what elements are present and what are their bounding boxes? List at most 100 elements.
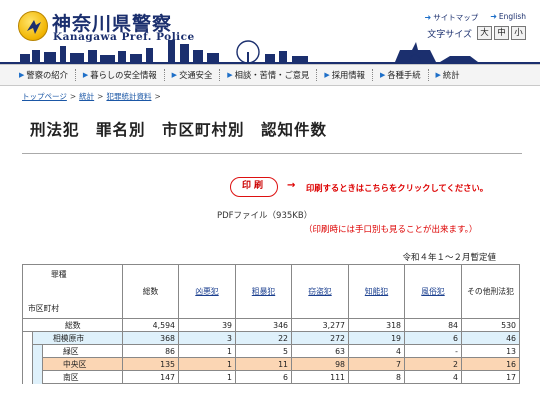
table-cell: 368 (122, 331, 179, 345)
table-corner-header: 罪種 市区町村 (22, 264, 123, 319)
nav-divider (74, 69, 76, 81)
nav-divider (427, 69, 429, 81)
table-cell: 135 (122, 357, 179, 371)
nav-item-consultation[interactable]: ▶ 相談・苦情・ご意見 (227, 70, 310, 80)
table-cell: 8 (348, 370, 405, 384)
breadcrumb-crime-stats[interactable]: 犯罪統計資料 (106, 92, 152, 101)
column-header-moral: 風俗犯 (404, 264, 462, 319)
row-label: 緑区 (42, 344, 123, 358)
table-row-highlighted: 中央区 135 1 11 98 7 2 16 (22, 357, 520, 371)
crime-statistics-table: 罪種 市区町村 総数 凶悪犯 粗暴犯 窃盗犯 知能犯 風俗犯 その他刑法犯 総数… (22, 264, 520, 384)
police-emblem-icon[interactable] (18, 11, 48, 41)
triangle-right-icon: ▶ (379, 71, 386, 79)
page-title: 刑法犯 罪名別 市区町村別 認知件数 (30, 121, 328, 139)
felony-link[interactable]: 凶悪犯 (195, 287, 219, 296)
table-cell: - (404, 344, 462, 358)
breadcrumb-separator: > (97, 92, 104, 101)
table-cell: 5 (235, 344, 292, 358)
table-cell: 13 (461, 344, 520, 358)
global-nav: ▶ 警察の紹介 ▶ 暮らしの安全情報 ▶ 交通安全 ▶ 相談・苦情・ご意見 ▶ 採用情報 … (0, 64, 540, 86)
font-size-control: 文字サイズ 大 中 小 (427, 26, 526, 40)
site-title[interactable]: 神奈川県警察 (52, 13, 173, 35)
triangle-right-icon: ▶ (171, 71, 178, 79)
table-cell: 6 (235, 370, 292, 384)
table-cell: 111 (291, 370, 349, 384)
nav-item-traffic[interactable]: ▶ 交通安全 (171, 70, 213, 80)
theft-link[interactable]: 窃盗犯 (308, 287, 332, 296)
row-label: 総数 (22, 318, 123, 332)
table-cell: 4 (404, 370, 462, 384)
corner-crime-type-label: 罪種 (51, 270, 67, 279)
pdf-print-note: （印刷時には手口別も見ることが出来ます。） (304, 225, 478, 235)
row-label: 相模原市 (32, 331, 123, 345)
table-cell: 3 (178, 331, 236, 345)
table-cell: 2 (404, 357, 462, 371)
intellectual-link[interactable]: 知能犯 (364, 287, 389, 296)
moral-link[interactable]: 風俗犯 (421, 287, 445, 296)
font-size-large-button[interactable]: 大 (477, 26, 492, 40)
sitemap-link[interactable]: ➜ サイトマップ (424, 13, 479, 22)
table-cell: 98 (291, 357, 349, 371)
nav-divider (219, 69, 221, 81)
arrow-right-icon: ➜ (490, 12, 497, 21)
font-size-medium-button[interactable]: 中 (494, 26, 509, 40)
indent-spacer (32, 357, 43, 371)
breadcrumb-separator: > (69, 92, 77, 101)
table-cell: 1 (178, 370, 236, 384)
table-cell: 4 (348, 344, 405, 358)
nav-item-statistics[interactable]: ▶ 統計 (435, 70, 460, 80)
print-instruction: 印刷するときはこちらをクリックしてください。 (306, 183, 489, 193)
table-cell: 346 (235, 318, 292, 332)
indent-spacer (32, 344, 43, 358)
table-cell: 530 (461, 318, 520, 332)
arrow-right-icon: ➜ (424, 13, 432, 22)
table-cell: 39 (178, 318, 236, 332)
table-cell: 1 (178, 357, 236, 371)
breadcrumb-top[interactable]: トップページ (22, 92, 67, 101)
triangle-right-icon: ▶ (324, 71, 330, 79)
indent-spacer (22, 357, 33, 371)
violent-link[interactable]: 粗暴犯 (251, 287, 276, 296)
nav-item-safety[interactable]: ▶ 暮らしの安全情報 (82, 70, 157, 80)
breadcrumb-statistics[interactable]: 統計 (79, 92, 95, 101)
site-subtitle: Kanagawa Pref. Police (53, 31, 195, 43)
triangle-right-icon: ▶ (19, 71, 25, 79)
table-cell: 22 (235, 331, 292, 345)
table-cell: 4,594 (122, 318, 179, 332)
column-header-felony: 凶悪犯 (178, 264, 236, 319)
indent-spacer (22, 344, 33, 358)
breadcrumb: トップページ > 統計 > 犯罪統計資料 > (22, 91, 164, 102)
nav-item-recruit[interactable]: ▶ 採用情報 (324, 70, 365, 80)
nav-divider (163, 69, 165, 81)
font-size-small-button[interactable]: 小 (511, 26, 526, 40)
city-skyline-icon (0, 40, 540, 64)
provisional-note: 令和４年１～２月暫定値 (402, 253, 496, 263)
triangle-right-icon: ▶ (227, 71, 233, 79)
row-label: 南区 (42, 370, 123, 384)
column-header-total: 総数 (122, 264, 179, 319)
table-cell: 272 (291, 331, 349, 345)
table-cell: 6 (404, 331, 462, 345)
arrow-right-icon: → (287, 180, 296, 191)
nav-item-procedures[interactable]: ▶ 各種手続 (379, 70, 421, 80)
print-button[interactable]: 印刷 (230, 177, 278, 197)
table-row: 緑区 86 1 5 63 4 - 13 (22, 344, 520, 358)
table-cell: 11 (235, 357, 292, 371)
indent-spacer (32, 370, 43, 384)
table-cell: 147 (122, 370, 179, 384)
column-header-violent: 粗暴犯 (235, 264, 292, 319)
indent-spacer (22, 331, 33, 345)
title-divider (22, 153, 522, 154)
english-link[interactable]: ➜ English (490, 12, 526, 21)
table-cell: 1 (178, 344, 236, 358)
table-cell: 17 (461, 370, 520, 384)
table-cell: 7 (348, 357, 405, 371)
nav-item-about[interactable]: ▶ 警察の紹介 (19, 70, 68, 80)
breadcrumb-separator: > (154, 92, 161, 101)
utility-links: ➜ サイトマップ ➜ English (425, 12, 527, 23)
table-row: 南区 147 1 6 111 8 4 17 (22, 370, 520, 384)
font-size-label: 文字サイズ (427, 29, 472, 40)
site-header: 神奈川県警察 Kanagawa Pref. Police ➜ サイトマップ ➜ En… (0, 0, 540, 64)
column-header-other: その他刑法犯 (461, 264, 520, 319)
row-label: 中央区 (42, 357, 123, 371)
